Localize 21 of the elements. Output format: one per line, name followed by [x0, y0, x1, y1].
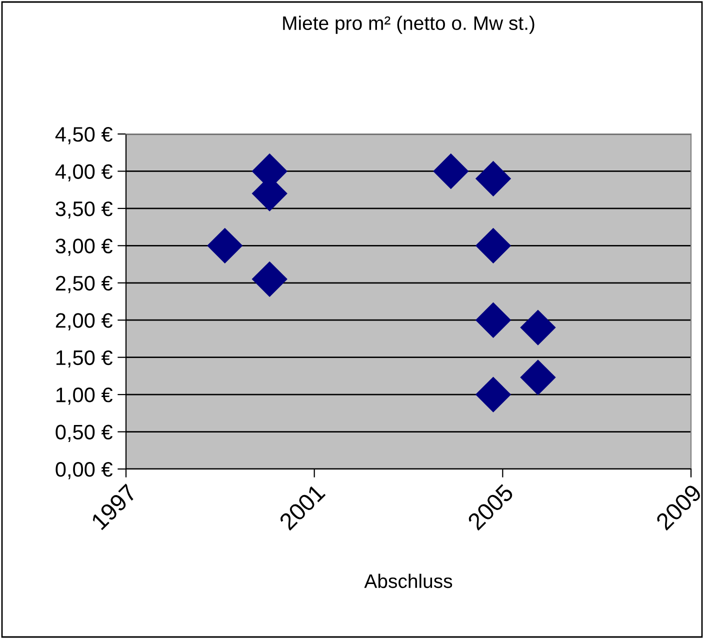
point [475, 376, 512, 412]
point [207, 228, 243, 264]
y-tick-label: 3,00 € [56, 238, 113, 256]
y-tick-label: 2,00 € [56, 313, 113, 330]
y-tick-label: 4,00 € [55, 164, 113, 182]
point [475, 302, 512, 338]
y-tick-label: 1,00 € [56, 388, 113, 405]
x-axis-title: Abschluss [364, 574, 452, 588]
y-tick-label: 4,50 € [55, 127, 113, 144]
y-tick-label: 0,50 € [56, 424, 113, 442]
y-tick-label: 2,50 € [56, 276, 113, 294]
y-tick-label: 3,50 € [56, 201, 113, 219]
point [520, 310, 556, 346]
y-tick-label: 1,50 € [56, 350, 113, 368]
chart-title: Miete pro m² (netto o. Mw st.) [283, 16, 534, 34]
y-tick-label: 0,00 € [56, 462, 113, 480]
point [475, 228, 512, 264]
point [433, 153, 469, 190]
point [252, 261, 288, 298]
point [520, 360, 556, 396]
point [475, 160, 512, 197]
